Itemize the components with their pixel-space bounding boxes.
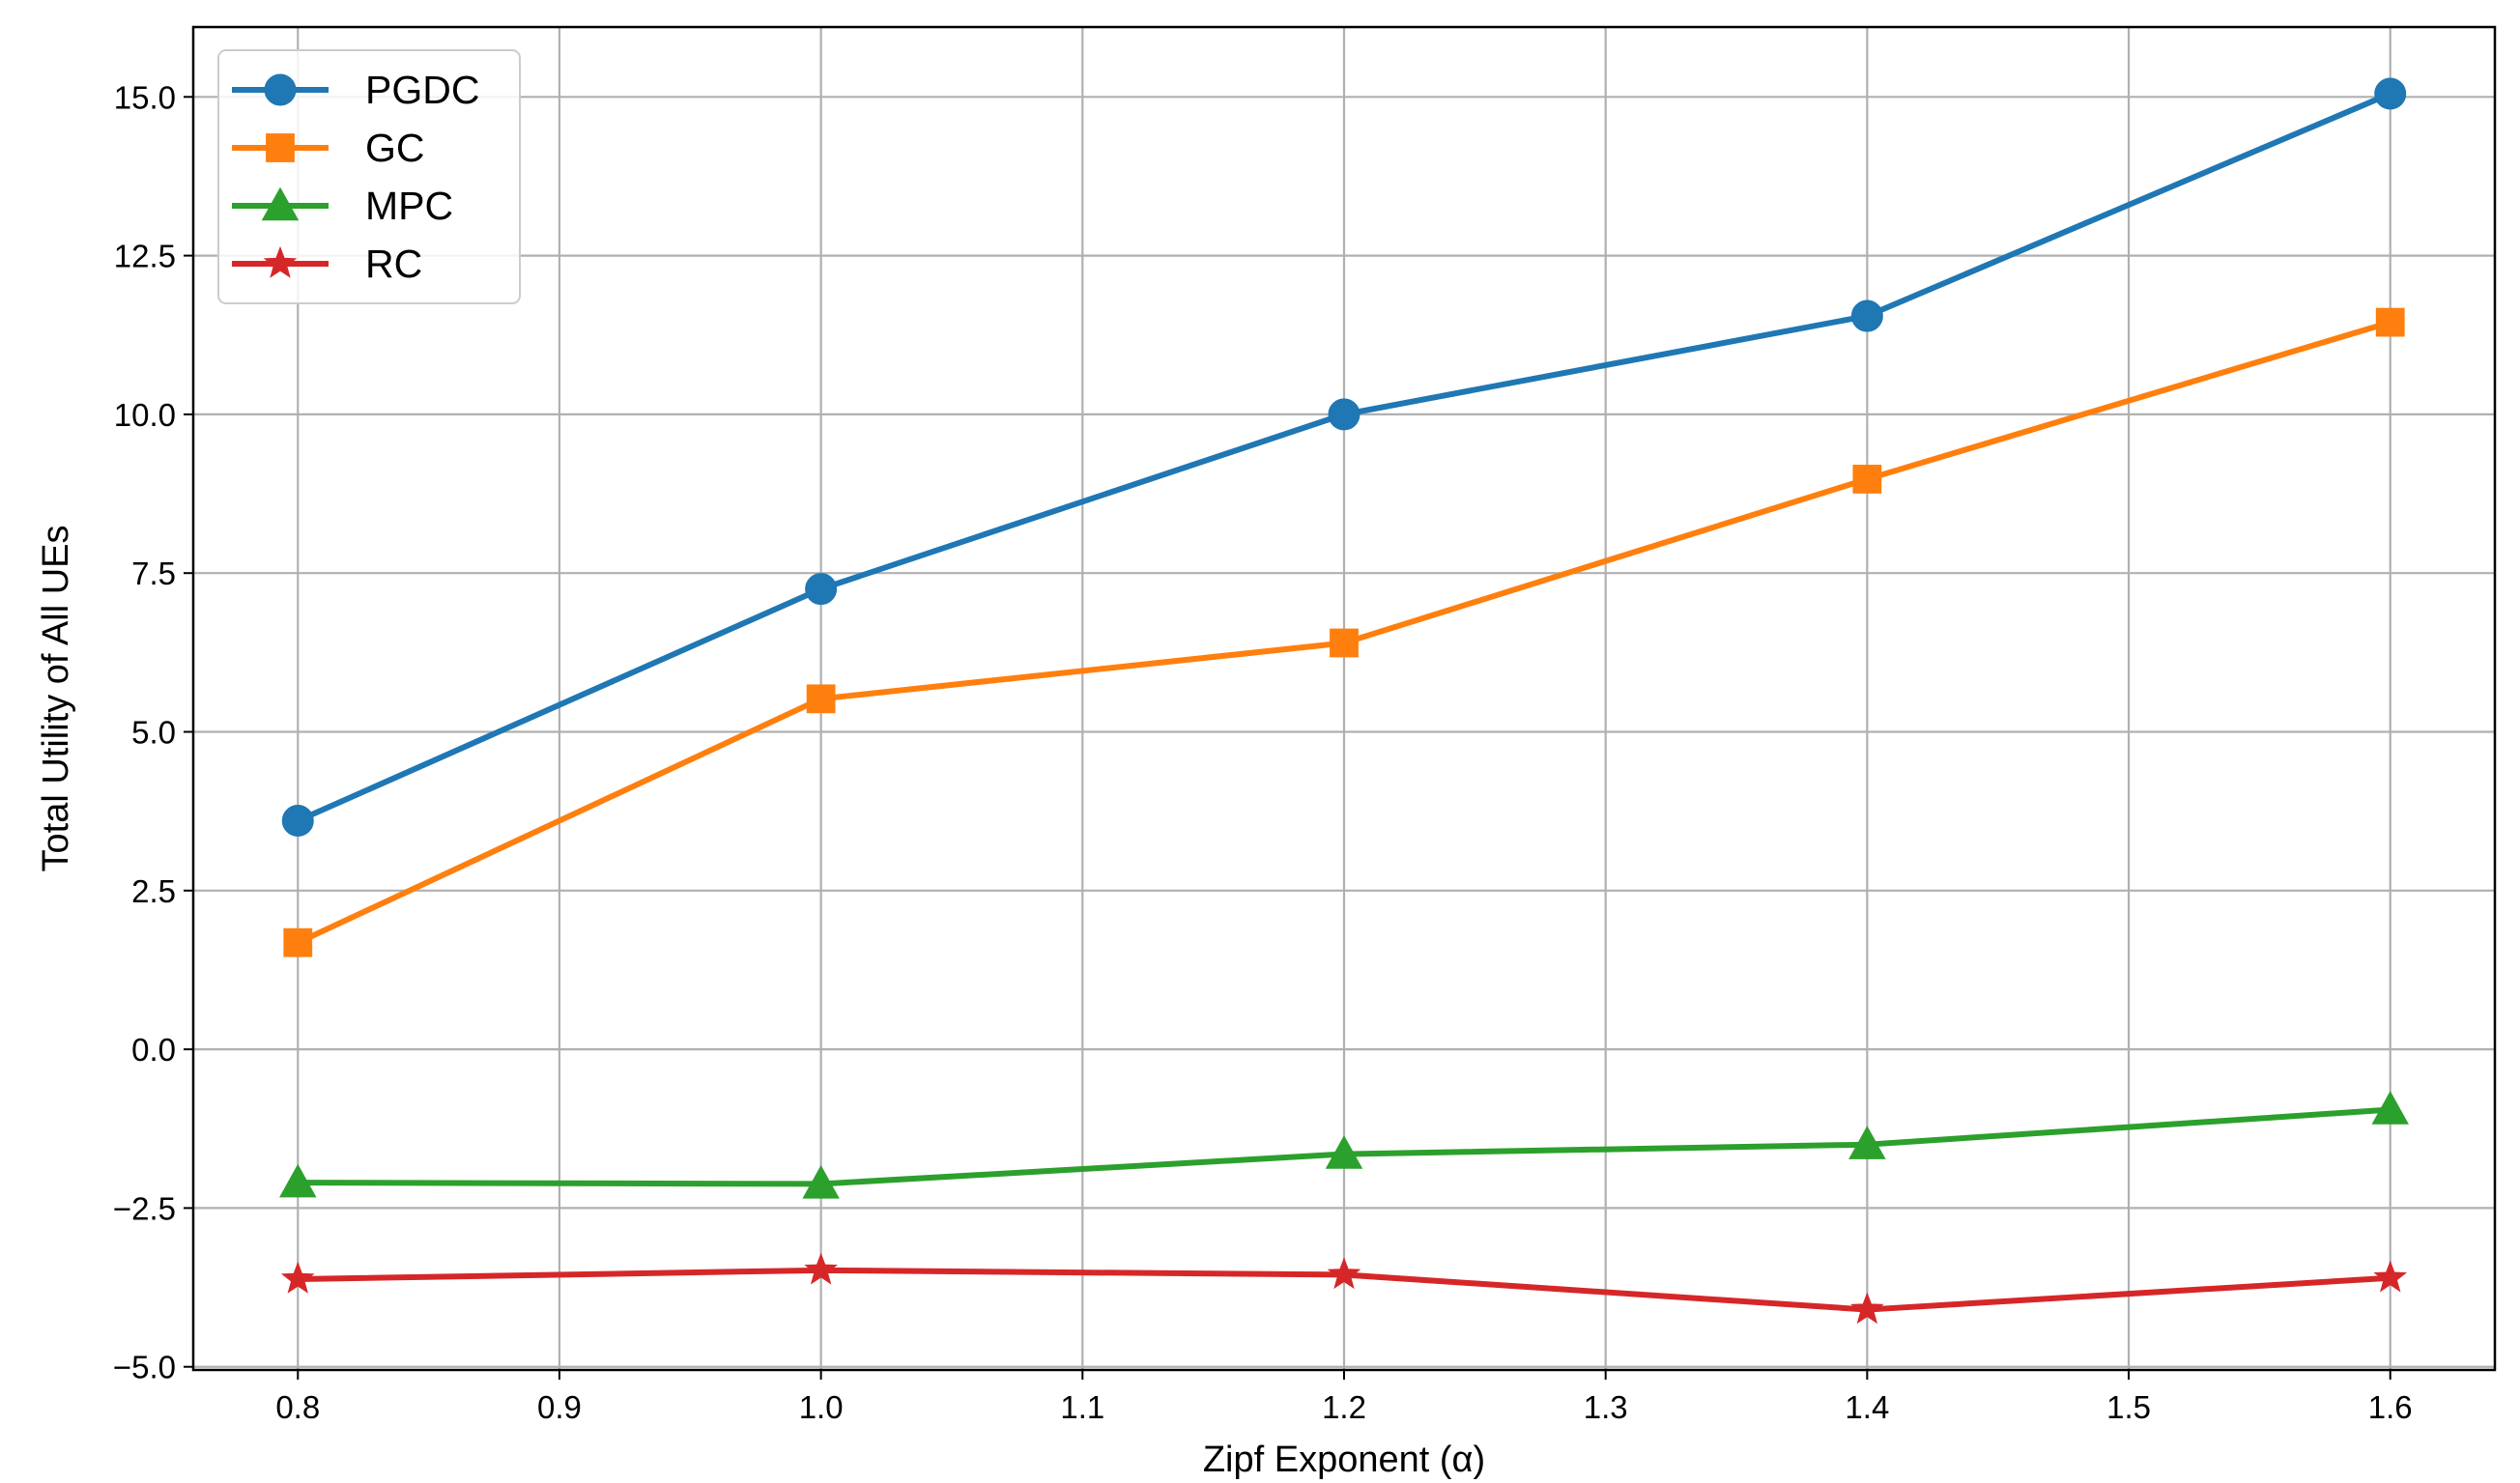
x-tick-label: 1.6 <box>2368 1389 2413 1425</box>
legend-item-gc: GC <box>232 126 425 170</box>
y-axis-label: Total Utility of All UEs <box>36 526 76 872</box>
x-tick-label: 1.5 <box>2106 1389 2151 1425</box>
legend-marker-gc <box>266 133 295 162</box>
legend-box <box>217 49 521 304</box>
data-point-rc <box>2373 1260 2408 1293</box>
legend-marker-pgdc <box>264 73 297 106</box>
x-tick-label: 1.2 <box>1322 1389 1366 1425</box>
data-point-gc <box>806 684 836 714</box>
axis-ticks: 0.8 0.9 1.0 1.1 1.2 1.3 1.4 1.5 1.6 −5.0 −2.5 0.0 2.… <box>113 79 2413 1425</box>
data-point-mpc <box>279 1163 317 1198</box>
y-tick-label: 5.0 <box>131 715 176 751</box>
y-tick-label: −5.0 <box>113 1350 176 1385</box>
data-point-mpc <box>1848 1126 1886 1159</box>
series-rc <box>280 1252 2408 1325</box>
y-tick-label: 7.5 <box>131 556 176 591</box>
data-point-gc <box>1330 628 1359 658</box>
data-point-rc <box>1850 1292 1884 1325</box>
legend-item-pgdc: PGDC <box>232 68 479 112</box>
data-point-gc <box>283 927 313 957</box>
y-tick-label: 2.5 <box>131 873 176 909</box>
data-point-rc <box>280 1261 315 1294</box>
legend-label-gc: GC <box>365 126 425 170</box>
x-tick-label: 1.4 <box>1845 1389 1889 1425</box>
legend: PGDC GC MPC RC <box>217 49 521 304</box>
x-tick-label: 1.3 <box>1584 1389 1628 1425</box>
x-tick-label: 1.1 <box>1060 1389 1104 1425</box>
legend-label-rc: RC <box>365 242 422 286</box>
x-tick-label: 0.8 <box>275 1389 320 1425</box>
data-point-pgdc <box>1328 398 1360 431</box>
y-tick-label: −2.5 <box>113 1190 176 1226</box>
y-tick-label: 10.0 <box>114 397 176 433</box>
data-point-mpc <box>802 1165 840 1199</box>
data-point-rc <box>804 1252 838 1285</box>
data-point-pgdc <box>805 573 838 606</box>
series-pgdc <box>281 77 2407 838</box>
y-tick-label: 12.5 <box>114 239 176 274</box>
series-layer <box>279 77 2409 1325</box>
data-point-rc <box>1327 1257 1361 1290</box>
data-point-mpc <box>2371 1091 2409 1125</box>
legend-item-rc: RC <box>232 242 422 286</box>
data-point-gc <box>2375 307 2405 337</box>
plot-area-frame <box>191 25 2497 1372</box>
legend-marker-mpc <box>261 186 300 221</box>
data-point-pgdc <box>2374 77 2407 110</box>
x-axis-label: Zipf Exponent (α) <box>1203 1440 1485 1480</box>
x-tick-label: 1.0 <box>799 1389 844 1425</box>
series-gc <box>283 307 2405 957</box>
data-point-gc <box>1852 465 1882 494</box>
x-tick-label: 0.9 <box>537 1389 582 1425</box>
legend-item-mpc: MPC <box>232 184 453 228</box>
series-mpc <box>279 1091 2409 1199</box>
legend-label-pgdc: PGDC <box>365 68 479 112</box>
legend-marker-rc <box>263 245 298 278</box>
y-tick-label: 0.0 <box>131 1032 176 1068</box>
legend-label-mpc: MPC <box>365 184 453 228</box>
data-point-mpc <box>1325 1135 1363 1169</box>
data-point-pgdc <box>281 805 314 838</box>
data-point-pgdc <box>1850 299 1883 332</box>
grid-lines <box>193 27 2495 1370</box>
y-tick-label: 15.0 <box>114 79 176 115</box>
